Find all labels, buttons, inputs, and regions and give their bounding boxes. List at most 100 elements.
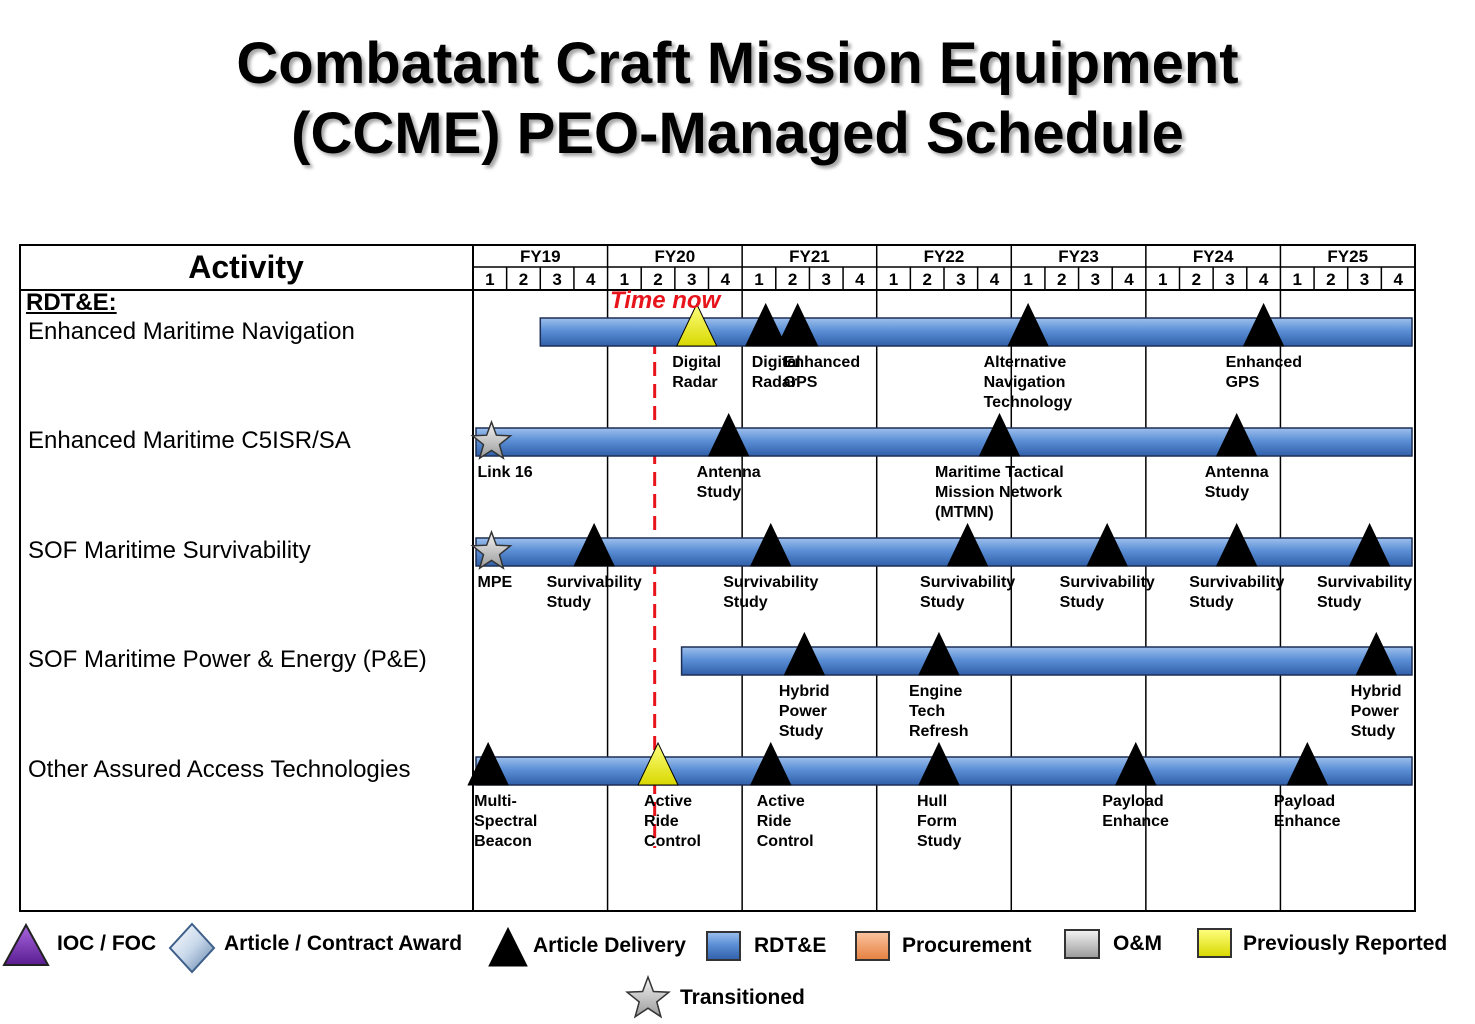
milestone-label: Survivability Study — [546, 574, 642, 611]
previously-reported-box-icon — [1197, 928, 1232, 958]
quarter-label: 1 — [485, 270, 494, 289]
rdte-box-icon — [706, 931, 741, 961]
award-diamond-icon — [168, 922, 216, 974]
milestone-label: Active Ride Control — [644, 793, 701, 850]
schedule-grid: FY19 1 2 3 4 FY20 1 2 3 4 FY21 1 2 3 4 FY22 1 2 3 4 FY23 1 2 3 4… — [19, 244, 1416, 912]
milestone-label: Digital Radar — [751, 354, 801, 391]
quarter-label: 3 — [956, 270, 965, 289]
transitioned-star-icon — [625, 974, 671, 1019]
section-label-rdte: RDT&E: — [26, 289, 117, 316]
quarter-label: 1 — [1023, 270, 1032, 289]
quarter-label: 2 — [653, 270, 662, 289]
legend-label: RDT&E — [754, 934, 827, 957]
previously-reported-triangle — [675, 302, 718, 347]
article-delivery-triangle — [1007, 302, 1049, 347]
milestone-label: Engine Tech Refresh — [908, 683, 969, 740]
previously-reported-triangle — [637, 741, 679, 786]
quarter-label: 4 — [586, 270, 596, 289]
milestone-label: Survivability Study — [920, 574, 1016, 611]
quarter-label: 1 — [754, 270, 763, 289]
milestone-label: Maritime Tactical Mission Network (MTMN) — [935, 464, 1064, 521]
fy-label: FY24 — [1193, 247, 1234, 266]
milestone-label: Payload Enhance — [1273, 793, 1341, 830]
quarter-label: 1 — [1293, 270, 1302, 289]
schedule-milestones — [467, 302, 1398, 786]
legend-label: Previously Reported — [1243, 932, 1448, 955]
article-delivery-triangle — [573, 522, 615, 567]
quarter-label: 2 — [1192, 270, 1201, 289]
milestone-label: Alternative Navigation Technology — [983, 354, 1073, 411]
quarter-label: 3 — [1091, 270, 1100, 289]
legend-label: IOC / FOC — [57, 932, 157, 955]
article-delivery-triangle — [467, 741, 509, 786]
article-delivery-triangle — [707, 412, 750, 457]
article-delivery-triangle — [918, 741, 960, 786]
transitioned-star — [470, 419, 513, 460]
article-delivery-triangle — [776, 302, 819, 347]
quarter-label: 3 — [687, 270, 696, 289]
article-delivery-triangle — [1086, 522, 1128, 567]
milestone-label: Antenna Study — [1204, 464, 1269, 501]
time-now-label: Time now — [610, 287, 721, 314]
fy-label: FY25 — [1327, 247, 1368, 266]
activity-label: Enhanced Maritime Navigation — [28, 318, 355, 345]
article-delivery-triangle — [1242, 302, 1285, 347]
legend-label: Article Delivery — [533, 934, 686, 957]
milestone-label: Survivability Study — [1059, 574, 1155, 611]
milestone-label: Link 16 — [477, 464, 533, 481]
article-delivery-triangle — [749, 522, 792, 567]
quarter-label: 2 — [519, 270, 528, 289]
article-delivery-triangle — [918, 631, 960, 676]
activity-label: SOF Maritime Power & Energy (P&E) — [28, 646, 427, 673]
quarter-label: 3 — [552, 270, 561, 289]
article-delivery-triangle — [1215, 412, 1258, 457]
milestone-label: Survivability Study — [723, 574, 819, 611]
milestone-label: Enhanced GPS — [1225, 354, 1303, 391]
milestone-label: Hybrid Power Study — [778, 683, 830, 740]
quarter-label: 3 — [1225, 270, 1234, 289]
om-box-icon — [1064, 929, 1100, 959]
quarter-label: 2 — [1057, 270, 1066, 289]
ioc-triangle-icon — [2, 922, 50, 966]
page-title-line-1: Combatant Craft Mission Equipment — [236, 31, 1239, 96]
article-delivery-triangle — [1348, 522, 1391, 567]
milestone-label: Survivability Study — [1317, 574, 1413, 611]
page-title-line-2: (CCME) PEO-Managed Schedule — [291, 101, 1184, 166]
activity-label: Other Assured Access Technologies — [28, 756, 411, 783]
rdte-bar — [475, 427, 1413, 457]
quarter-label: 4 — [855, 270, 865, 289]
milestone-label: Active Ride Control — [756, 793, 814, 850]
quarter-label: 3 — [1360, 270, 1369, 289]
activity-label: Enhanced Maritime C5ISR/SA — [28, 427, 351, 454]
quarter-label: 3 — [822, 270, 831, 289]
milestone-label: Hull Form Study — [916, 793, 962, 850]
transitioned-star — [470, 529, 513, 570]
article-delivery-triangle — [1114, 741, 1157, 786]
legend-label: Procurement — [902, 934, 1032, 957]
quarter-label: 1 — [1158, 270, 1167, 289]
legend-label: Transitioned — [680, 986, 805, 1009]
milestone-label: MPE — [477, 574, 513, 591]
article-delivery-triangle — [946, 522, 989, 567]
legend-label: Article / Contract Award — [224, 932, 463, 955]
milestone-label: Payload Enhance — [1102, 793, 1169, 830]
article-delivery-triangle — [1355, 631, 1398, 676]
milestone-label: Multi- Spectral Beacon — [474, 793, 538, 850]
quarter-label: 1 — [620, 270, 629, 289]
milestone-label: Hybrid Power Study — [1350, 683, 1402, 740]
article-delivery-triangle — [744, 302, 787, 347]
milestone-label: Survivability Study — [1189, 574, 1285, 611]
procurement-box-icon — [855, 931, 890, 961]
activity-header: Activity — [188, 249, 304, 285]
article-delivery-triangle — [783, 631, 826, 676]
fy-label: FY22 — [924, 247, 965, 266]
article-delivery-triangle — [1215, 522, 1258, 567]
article-delivery-triangle — [978, 412, 1021, 457]
quarter-label: 2 — [1326, 270, 1335, 289]
quarter-label: 4 — [1393, 270, 1403, 289]
article-delivery-triangle — [749, 741, 792, 786]
milestone-label: Digital Radar — [672, 354, 722, 391]
quarter-label: 4 — [1259, 270, 1269, 289]
quarter-label: 2 — [788, 270, 797, 289]
